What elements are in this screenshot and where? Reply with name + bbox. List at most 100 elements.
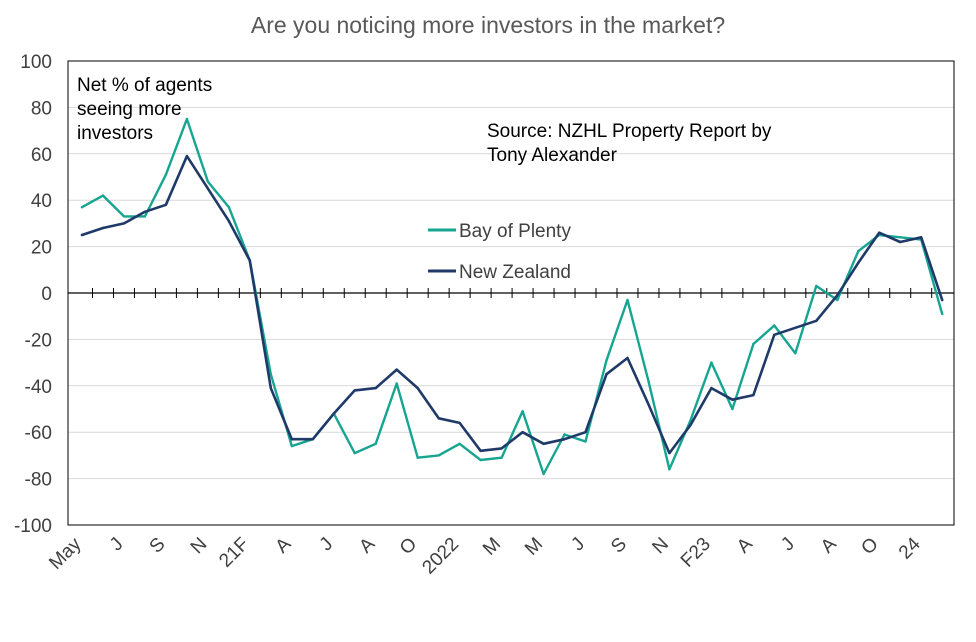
data-point-new-zealand [941, 298, 944, 302]
x-tick-label: M [521, 534, 547, 560]
y-tick-label: 60 [31, 145, 52, 166]
y-tick-label: 80 [31, 98, 52, 119]
x-tick-label: A [272, 533, 296, 557]
data-point-bay-of-plenty [458, 442, 461, 445]
data-point-new-zealand [395, 368, 398, 371]
x-tick-label: A [817, 533, 841, 557]
data-point-new-zealand [647, 403, 650, 406]
data-point-new-zealand [185, 154, 189, 158]
data-point-bay-of-plenty [395, 382, 398, 385]
data-point-bay-of-plenty [500, 456, 503, 459]
data-point-bay-of-plenty [374, 442, 377, 445]
y-tick-label: 40 [31, 191, 52, 212]
data-point-new-zealand [605, 373, 608, 376]
data-point-new-zealand [332, 412, 335, 415]
data-point-new-zealand [710, 386, 713, 390]
legend: Bay of Plenty New Zealand [428, 221, 571, 283]
x-tick-label: J [316, 534, 338, 556]
agents-note-line: investors [77, 123, 153, 144]
y-tick-label: 20 [31, 238, 52, 259]
data-point-bay-of-plenty [122, 215, 126, 218]
data-point-bay-of-plenty [521, 410, 524, 413]
x-tick-label: J [777, 534, 799, 556]
source-note-line: Source: NZHL Property Report by [487, 121, 772, 142]
data-point-bay-of-plenty [815, 284, 818, 288]
data-point-new-zealand [164, 203, 168, 206]
data-point-new-zealand [311, 438, 314, 441]
data-point-bay-of-plenty [143, 215, 147, 218]
data-point-new-zealand [479, 449, 482, 452]
data-point-new-zealand [101, 226, 105, 230]
series-line-new-zealand [80, 154, 944, 455]
annotations: Net % of agents seeing more investors So… [77, 75, 772, 166]
series-line-bay-of-plenty [80, 117, 944, 476]
data-point-new-zealand [122, 222, 126, 225]
data-point-bay-of-plenty [689, 419, 692, 422]
data-point-new-zealand [353, 389, 356, 392]
data-point-new-zealand [836, 294, 839, 297]
data-point-bay-of-plenty [269, 373, 272, 376]
x-tick-label: N [187, 534, 212, 559]
data-point-new-zealand [689, 424, 692, 427]
data-point-new-zealand [815, 319, 818, 322]
x-tick-label: J [567, 534, 589, 556]
data-point-bay-of-plenty [479, 458, 482, 462]
data-point-bay-of-plenty [626, 298, 629, 302]
y-tick-label: -60 [25, 423, 52, 444]
data-point-bay-of-plenty [206, 180, 210, 183]
data-point-bay-of-plenty [563, 433, 566, 436]
x-tick-label: F23 [677, 534, 715, 572]
data-point-new-zealand [794, 326, 797, 329]
data-point-new-zealand [773, 333, 776, 336]
x-tick-label: N [648, 534, 673, 559]
x-tick-label: A [355, 533, 379, 557]
agents-note-line: seeing more [77, 99, 182, 120]
data-point-new-zealand [878, 231, 881, 234]
data-point-bay-of-plenty [164, 173, 168, 176]
data-point-new-zealand [80, 233, 84, 237]
legend-label-new-zealand: New Zealand [459, 262, 571, 283]
x-tick-label: J [106, 534, 128, 556]
data-point-new-zealand [899, 240, 902, 244]
data-point-new-zealand [920, 236, 923, 239]
agents-note-line: Net % of agents [77, 75, 212, 96]
data-point-new-zealand [143, 210, 147, 213]
agents-note: Net % of agents seeing more investors [77, 75, 217, 144]
data-point-new-zealand [668, 451, 671, 455]
data-point-bay-of-plenty [941, 312, 944, 316]
data-point-new-zealand [521, 431, 524, 434]
data-point-new-zealand [500, 447, 503, 450]
x-tick-label: 2022 [418, 534, 463, 579]
data-point-new-zealand [248, 259, 251, 262]
y-tick-label: -80 [25, 470, 52, 491]
x-tick-label: A [733, 533, 757, 557]
x-tick-label: 24 [895, 533, 925, 563]
data-point-bay-of-plenty [710, 361, 713, 364]
data-point-new-zealand [563, 438, 566, 441]
data-point-new-zealand [290, 438, 293, 441]
y-tick-label: 0 [41, 284, 52, 305]
data-point-bay-of-plenty [542, 472, 545, 476]
legend-label-bay-of-plenty: Bay of Plenty [459, 221, 571, 242]
data-point-bay-of-plenty [290, 444, 293, 448]
data-point-new-zealand [458, 421, 461, 425]
data-point-new-zealand [731, 398, 734, 401]
source-note-line: Tony Alexander [487, 145, 618, 166]
y-tick-label: -100 [14, 516, 52, 537]
y-tick-label: -40 [25, 377, 52, 398]
data-point-bay-of-plenty [227, 206, 231, 209]
data-point-new-zealand [752, 393, 755, 397]
data-point-bay-of-plenty [605, 359, 608, 362]
data-point-bay-of-plenty [836, 298, 839, 302]
data-point-bay-of-plenty [752, 342, 755, 346]
data-point-new-zealand [584, 431, 587, 434]
data-point-bay-of-plenty [101, 194, 105, 197]
data-point-bay-of-plenty [857, 250, 860, 253]
data-point-bay-of-plenty [353, 451, 356, 455]
chart-title: Are you noticing more investors in the m… [251, 12, 725, 38]
data-point-bay-of-plenty [773, 324, 776, 327]
data-point-bay-of-plenty [794, 352, 797, 355]
